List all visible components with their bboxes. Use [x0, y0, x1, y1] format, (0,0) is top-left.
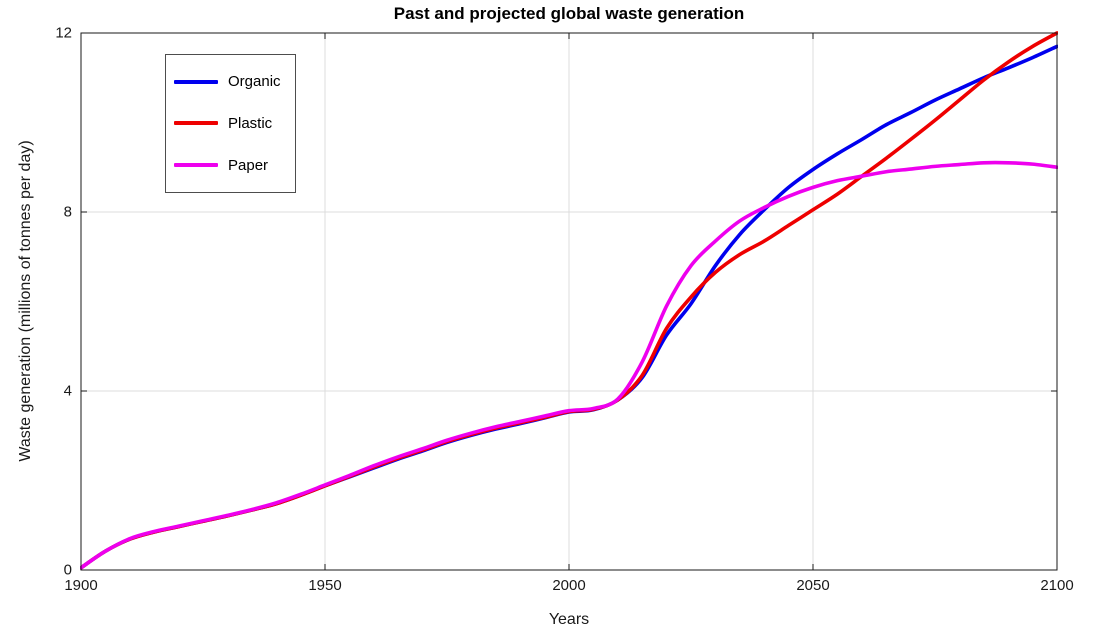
legend-entry-plastic: Plastic	[166, 115, 295, 132]
y-tick-label: 0	[63, 561, 72, 579]
x-tick-label: 2000	[552, 577, 586, 594]
legend: Organic Plastic Paper	[165, 54, 296, 193]
x-tick-label: 2050	[796, 577, 830, 594]
x-tick-label: 1950	[308, 577, 342, 594]
y-tick-label: 12	[55, 24, 72, 42]
x-tick-label: 1900	[64, 577, 98, 594]
legend-entry-paper: Paper	[166, 157, 295, 174]
x-axis-label: Years	[548, 611, 590, 628]
legend-label: Paper	[228, 156, 269, 174]
legend-entry-organic: Organic	[166, 73, 295, 90]
legend-label: Organic	[228, 73, 281, 91]
series-line-paper	[80, 160, 1058, 570]
y-tick-label: 4	[63, 382, 72, 400]
chart-title: Past and projected global waste generati…	[393, 4, 745, 23]
legend-line-plastic	[174, 121, 218, 126]
legend-line-paper	[174, 163, 218, 168]
x-tick-label: 2100	[1040, 577, 1074, 594]
legend-line-organic	[174, 79, 218, 84]
y-tick-label: 8	[63, 203, 72, 221]
legend-label: Plastic	[228, 114, 273, 132]
